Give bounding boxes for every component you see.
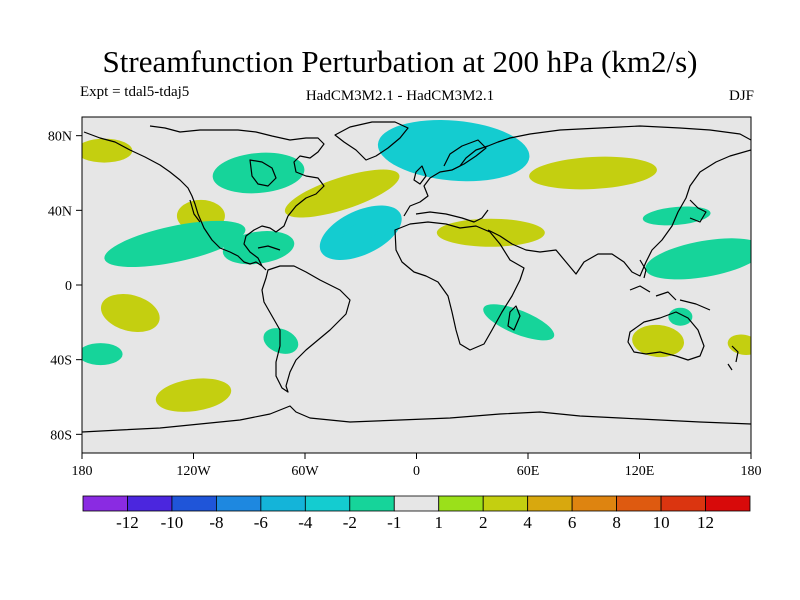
colorbar-label: -10 [161,513,184,532]
lat-tick-label: 80S [50,428,72,443]
anomaly-siberia-pos [529,156,657,190]
coast-greenland [334,121,409,161]
anomaly-south-america-neg [263,328,299,354]
colorbar-label: -6 [254,513,268,532]
colorbar-swatch [705,495,751,512]
lat-tick-label: 80N [48,130,72,145]
coast-antarctica [82,405,751,433]
colorbar-label: 2 [479,513,488,532]
coast-mediterranean [415,209,489,223]
anomaly-north-pacific-pos [82,138,133,163]
anomaly-layer [82,119,751,412]
colorbar-swatch [438,495,484,512]
lon-tick-label: 60W [291,464,319,479]
model-label: HadCM3M2.1 - HadCM3M2.1 [305,88,495,104]
lon-tick-label: 180 [72,464,93,479]
colorbar: -12 -10 -8 -6 -4 -2 -1 1 2 4 6 8 10 12 [82,495,751,532]
coast-asia-south [487,149,751,277]
lon-tick-label: 60E [517,464,540,479]
chart-title: Streamfunction Perturbation at 200 hPa (… [102,44,698,79]
colorbar-swatch [260,495,306,512]
coast-scandinavia [443,139,487,171]
colorbar-label: 1 [434,513,443,532]
anomaly-atlantic-neg-core [342,220,380,246]
coast-britain [413,165,427,185]
coast-africa [394,221,525,351]
colorbar-swatch [393,495,440,512]
colorbar-label: 8 [612,513,621,532]
coast-new-zealand [727,345,739,371]
colorbar-label: 10 [653,513,670,532]
lon-tick-label: 120W [176,464,211,479]
colorbar-label: -2 [343,513,357,532]
colorbar-swatch [127,495,173,512]
anomaly-us-west-pos-core [190,208,212,224]
coast-japan [689,199,707,223]
season-label: DJF [728,88,754,104]
lon-tick-label: 180 [741,464,762,479]
colorbar-swatch [571,495,618,512]
anomaly-australia-neg [668,307,693,326]
anomaly-southern-ocean-pos [155,378,232,412]
axes: 80N 40N 0 40S 80S 180 120W 60W 0 60E 120E 180 [48,130,762,479]
coast-north-america [83,125,325,271]
coastlines [82,121,751,433]
lon-tick-label: 0 [413,464,420,479]
anomaly-europe-arctic-neg-core [419,136,488,165]
coast-south-america [261,265,351,393]
coast-hudson-bay [249,159,277,187]
lat-tick-label: 0 [65,279,72,294]
colorbar-swatch [349,495,395,512]
colorbar-label: -8 [209,513,223,532]
anomaly-pacific-band-neg [104,220,246,268]
coast-europe [403,125,751,217]
colorbar-swatch [660,495,706,512]
anomaly-australia-pos [632,324,685,358]
anomaly-se-pacific-neg [82,343,123,366]
colorbar-label: 6 [568,513,577,532]
coast-baja [189,199,201,223]
colorbar-swatch [82,495,128,512]
colorbar-swatch [304,495,351,512]
lat-tick-label: 40S [50,354,72,369]
anomaly-south-pacific-pos [100,293,160,333]
lon-tick-label: 120E [625,464,655,479]
anomaly-canada-neg [212,152,305,194]
colorbar-swatch [616,495,662,512]
colorbar-label: -4 [298,513,313,532]
colorbar-swatch [171,495,217,512]
coast-maritime [629,259,711,311]
colorbar-swatch [482,495,529,512]
coast-cuba [257,245,281,251]
colorbar-label: 12 [697,513,714,532]
colorbar-label: 4 [523,513,532,532]
anomaly-north-atlantic-pos [284,169,400,218]
colorbar-swatch [215,495,262,512]
anomaly-west-pacific-neg [645,238,751,280]
coast-madagascar [507,305,521,331]
colorbar-swatch [527,495,573,512]
experiment-label: Expt = tdal5-tdaj5 [80,84,190,100]
colorbar-label: -1 [387,513,401,532]
coast-australia [627,311,705,361]
colorbar-label: -12 [116,513,139,532]
lat-tick-label: 40N [48,204,72,219]
